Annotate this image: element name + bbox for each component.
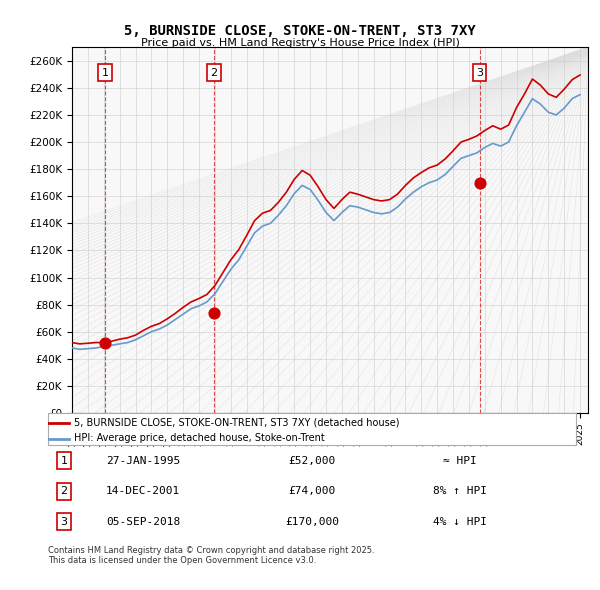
Text: Price paid vs. HM Land Registry's House Price Index (HPI): Price paid vs. HM Land Registry's House … [140, 38, 460, 48]
Point [475, 178, 484, 188]
Text: 1: 1 [61, 455, 67, 466]
Text: 3: 3 [476, 68, 483, 78]
Text: 1: 1 [101, 68, 109, 78]
Text: HPI: Average price, detached house, Stoke-on-Trent: HPI: Average price, detached house, Stok… [74, 433, 325, 443]
Text: 2: 2 [211, 68, 218, 78]
Text: 8% ↑ HPI: 8% ↑ HPI [433, 486, 487, 496]
Text: £170,000: £170,000 [285, 517, 339, 527]
Text: 2: 2 [60, 486, 67, 496]
Text: 5, BURNSIDE CLOSE, STOKE-ON-TRENT, ST3 7XY (detached house): 5, BURNSIDE CLOSE, STOKE-ON-TRENT, ST3 7… [74, 417, 400, 427]
FancyBboxPatch shape [48, 413, 576, 445]
Text: 14-DEC-2001: 14-DEC-2001 [106, 486, 180, 496]
Point [100, 338, 110, 348]
Text: ≈ HPI: ≈ HPI [443, 455, 477, 466]
Text: 5, BURNSIDE CLOSE, STOKE-ON-TRENT, ST3 7XY: 5, BURNSIDE CLOSE, STOKE-ON-TRENT, ST3 7… [124, 24, 476, 38]
Text: £74,000: £74,000 [289, 486, 335, 496]
Text: £52,000: £52,000 [289, 455, 335, 466]
Text: Contains HM Land Registry data © Crown copyright and database right 2025.
This d: Contains HM Land Registry data © Crown c… [48, 546, 374, 565]
Text: 3: 3 [61, 517, 67, 527]
Text: 4% ↓ HPI: 4% ↓ HPI [433, 517, 487, 527]
Text: 05-SEP-2018: 05-SEP-2018 [106, 517, 180, 527]
Point [209, 308, 219, 317]
Text: 27-JAN-1995: 27-JAN-1995 [106, 455, 180, 466]
